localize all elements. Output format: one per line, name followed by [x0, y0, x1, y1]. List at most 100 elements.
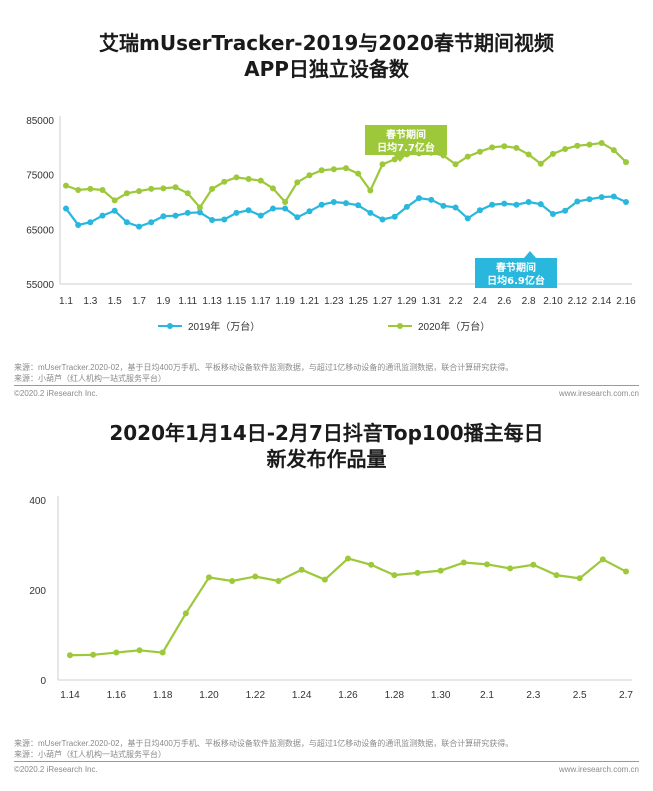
- series-point-0: [414, 569, 421, 576]
- series-point-1: [318, 167, 325, 174]
- y-tick-label: 65000: [26, 225, 54, 236]
- series-point-0: [549, 211, 556, 218]
- series-point-0: [136, 647, 143, 654]
- series-point-1: [623, 159, 629, 166]
- series-point-0: [460, 559, 467, 566]
- x-tick-label: 2.12: [568, 296, 588, 307]
- chart1-title-line1: 艾瑞mUserTracker-2019与2020春节期间视频: [99, 31, 554, 55]
- series-point-1: [233, 174, 240, 181]
- chart1-copyright: ©2020.2 iResearch Inc.: [14, 389, 98, 398]
- series-point-0: [525, 199, 532, 205]
- series-point-0: [345, 555, 351, 562]
- x-tick-label: 1.14: [60, 690, 80, 701]
- x-tick-label: 2.14: [592, 296, 612, 307]
- x-tick-label: 1.27: [373, 296, 393, 307]
- annotation-box: [475, 258, 557, 288]
- x-tick-label: 1.16: [107, 690, 127, 701]
- x-tick-label: 1.24: [292, 690, 312, 701]
- series-point-1: [257, 177, 264, 184]
- x-tick-label: 2.10: [543, 296, 563, 307]
- series-point-1: [282, 199, 289, 205]
- series-point-1: [549, 150, 556, 157]
- chart1-source-note: 来源：mUserTracker.2020-02，基于日均400万手机、平板移动设…: [14, 362, 513, 384]
- series-point-0: [269, 205, 276, 212]
- series-point-0: [184, 209, 191, 216]
- x-tick-label: 1.13: [202, 296, 222, 307]
- legend-marker-1: [397, 323, 403, 329]
- series-point-1: [598, 139, 605, 146]
- series-point-1: [343, 165, 349, 172]
- x-tick-label: 1.25: [348, 296, 368, 307]
- annotation-pointer: [394, 155, 406, 162]
- x-tick-label: 1.18: [153, 690, 173, 701]
- series-point-1: [123, 190, 130, 197]
- series-point-0: [67, 652, 73, 659]
- x-tick-label: 1.15: [227, 296, 247, 307]
- series-point-1: [355, 170, 362, 177]
- y-tick-label: 55000: [26, 280, 54, 291]
- chart2-title-line1: 2020年1月14日-2月7日抖音Top100播主每日: [109, 421, 544, 445]
- series-point-1: [489, 144, 496, 151]
- series-point-1: [75, 186, 82, 193]
- series-point-0: [209, 217, 216, 224]
- series-point-1: [294, 179, 301, 186]
- series-point-1: [513, 144, 520, 151]
- series-point-1: [160, 185, 167, 192]
- x-tick-label: 1.26: [338, 690, 358, 701]
- x-tick-label: 2.3: [526, 690, 540, 701]
- y-tick-label: 75000: [26, 171, 54, 182]
- x-tick-label: 2.5: [573, 690, 587, 701]
- series-point-0: [476, 207, 483, 214]
- series-point-1: [221, 178, 228, 185]
- series-point-0: [90, 651, 97, 658]
- series-point-0: [245, 207, 252, 214]
- series-line-0: [69, 557, 627, 657]
- series-point-0: [623, 199, 629, 205]
- series-point-0: [464, 215, 471, 222]
- chart2-source-line1: 来源：mUserTracker.2020-02，基于日均400万手机、平板移动设…: [14, 739, 514, 748]
- x-tick-label: 1.22: [246, 690, 266, 701]
- x-tick-label: 2.16: [616, 296, 636, 307]
- series-point-1: [367, 187, 374, 194]
- x-tick-label: 2.1: [480, 690, 494, 701]
- series-point-0: [275, 578, 282, 584]
- x-tick-label: 2.2: [449, 296, 463, 307]
- series-point-0: [553, 572, 560, 579]
- x-tick-label: 1.11: [178, 296, 197, 307]
- x-tick-label: 1.28: [385, 690, 405, 701]
- chart2-source-note: 来源：mUserTracker.2020-02，基于日均400万手机、平板移动设…: [14, 738, 513, 760]
- series-point-0: [159, 649, 166, 656]
- x-tick-label: 1.30: [431, 690, 451, 701]
- series-point-0: [484, 561, 490, 568]
- series-point-1: [209, 185, 216, 192]
- series-point-0: [501, 200, 508, 207]
- x-tick-label: 2.8: [522, 296, 536, 307]
- series-point-0: [160, 213, 167, 220]
- annotation-box: [365, 125, 447, 155]
- series-point-1: [537, 160, 544, 167]
- series-point-0: [233, 209, 240, 216]
- chart2-footer: ©2020.2 iResearch Inc. www.iresearch.com…: [14, 765, 639, 774]
- chart2-footer-divider: [14, 761, 639, 762]
- y-tick-label: 400: [29, 496, 46, 507]
- series-point-0: [507, 565, 514, 572]
- series-point-1: [148, 185, 155, 192]
- series-point-0: [610, 193, 617, 200]
- series-point-0: [530, 561, 537, 568]
- annotation-line2: 日均7.7亿台: [377, 141, 435, 154]
- chart2-title: 2020年1月14日-2月7日抖音Top100播主每日 新发布作品量: [0, 420, 653, 472]
- series-point-1: [379, 161, 386, 168]
- series-point-0: [537, 201, 544, 208]
- series-point-0: [343, 200, 349, 207]
- x-tick-label: 2.7: [619, 690, 633, 701]
- x-tick-label: 2.4: [473, 296, 487, 307]
- series-point-1: [586, 141, 593, 148]
- series-point-1: [196, 204, 203, 211]
- series-point-0: [294, 214, 301, 221]
- legend-marker-0: [167, 323, 173, 329]
- x-tick-label: 1.19: [275, 296, 295, 307]
- x-tick-label: 1.3: [83, 296, 97, 307]
- series-point-0: [379, 216, 386, 223]
- series-point-1: [172, 184, 179, 191]
